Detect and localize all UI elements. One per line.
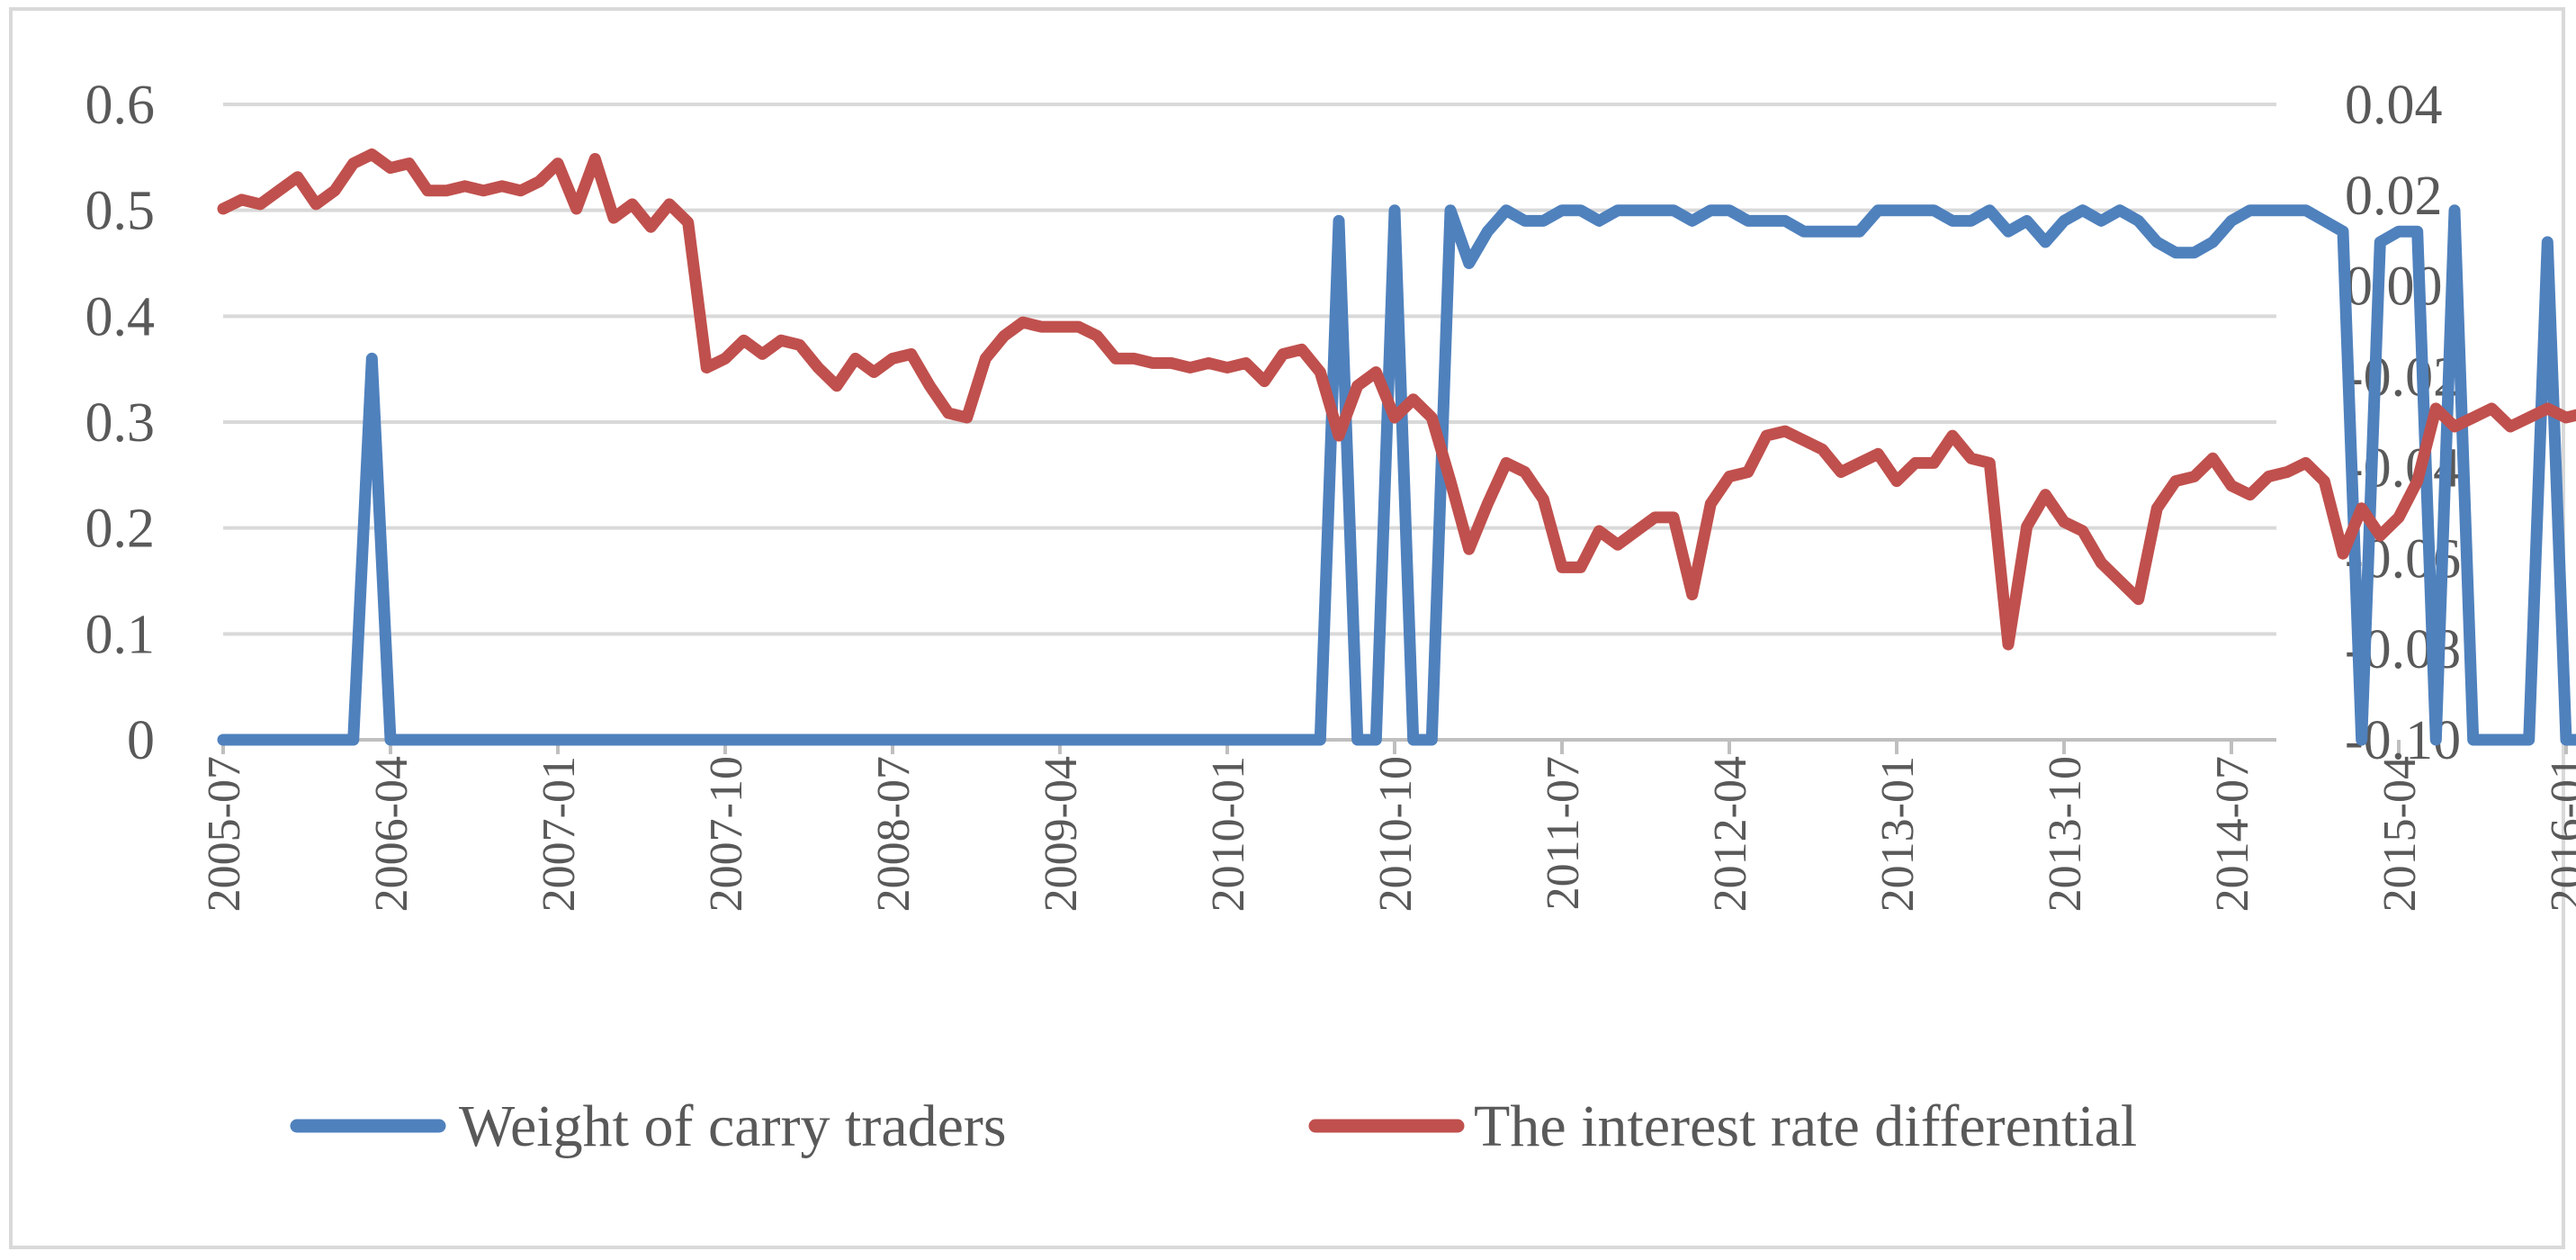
x-tick-label: 2016-01 [2542, 756, 2576, 912]
left-y-tick-label: 0.2 [85, 499, 156, 560]
x-tick-label: 2007-10 [701, 756, 752, 912]
x-tick-label: 2009-04 [1036, 756, 1087, 912]
chart-frame [9, 7, 2565, 1249]
right-y-tick-label: -0.02 [2345, 347, 2461, 409]
weight-of-carry-traders-line [217, 204, 2576, 746]
left-y-tick-label: 0.6 [85, 75, 156, 136]
x-tick-label: 2008-07 [868, 756, 920, 912]
x-tick-label: 2012-04 [1705, 756, 1756, 912]
x-tick-label: 2006-04 [366, 756, 417, 912]
x-tick-label: 2015-04 [2374, 756, 2426, 912]
left-y-axis: 0 0.1 0.2 0.3 0.4 0.5 0.6 [85, 75, 156, 771]
series-lines [217, 148, 2576, 746]
left-y-tick-label: 0 [127, 710, 155, 771]
legend-label: The interest rate differential [1474, 1094, 2137, 1159]
grid-lines [223, 103, 2276, 636]
x-tick-label: 2011-07 [1538, 756, 1589, 910]
x-axis-tick-labels: 2005-07 2006-04 2007-01 2007-10 2008-07 2009-… [199, 756, 2576, 912]
left-y-tick-label: 0.4 [85, 286, 156, 347]
x-tick-label: 2007-01 [534, 756, 585, 912]
right-y-tick-label: 0.00 [2345, 256, 2443, 318]
right-y-tick-label: 0.02 [2345, 166, 2443, 227]
x-tick-label: 2013-01 [1872, 756, 1924, 912]
x-tick-label: 2013-10 [2040, 756, 2091, 912]
x-tick-label: 2005-07 [199, 756, 250, 912]
legend: Weight of carry traders The interest rate… [290, 1094, 2137, 1159]
left-y-tick-label: 0.5 [85, 181, 156, 242]
legend-label: Weight of carry traders [459, 1094, 1007, 1159]
legend-item-weight-of-carry-traders: Weight of carry traders [290, 1094, 1007, 1159]
x-tick-label: 2010-01 [1203, 756, 1254, 912]
legend-item-interest-rate-differential: The interest rate differential [1308, 1094, 2137, 1159]
x-tick-label: 2014-07 [2207, 756, 2258, 912]
x-tick-label: 2010-10 [1370, 756, 1422, 912]
left-y-tick-label: 0.1 [85, 604, 156, 665]
interest-rate-differential-line [217, 148, 2576, 651]
left-y-tick-label: 0.3 [85, 392, 156, 454]
right-y-tick-label: 0.04 [2345, 75, 2443, 136]
